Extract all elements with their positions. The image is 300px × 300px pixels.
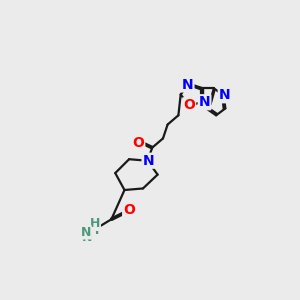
Text: N: N xyxy=(219,88,230,102)
Text: O: O xyxy=(123,203,135,217)
Text: O: O xyxy=(183,98,195,112)
Text: N: N xyxy=(182,77,194,92)
Text: O: O xyxy=(132,136,144,150)
Text: N: N xyxy=(142,154,154,168)
Text: H: H xyxy=(88,224,99,236)
Text: N: N xyxy=(82,231,93,244)
Text: H: H xyxy=(90,218,101,230)
Text: N: N xyxy=(81,226,91,239)
Text: N: N xyxy=(199,95,210,109)
